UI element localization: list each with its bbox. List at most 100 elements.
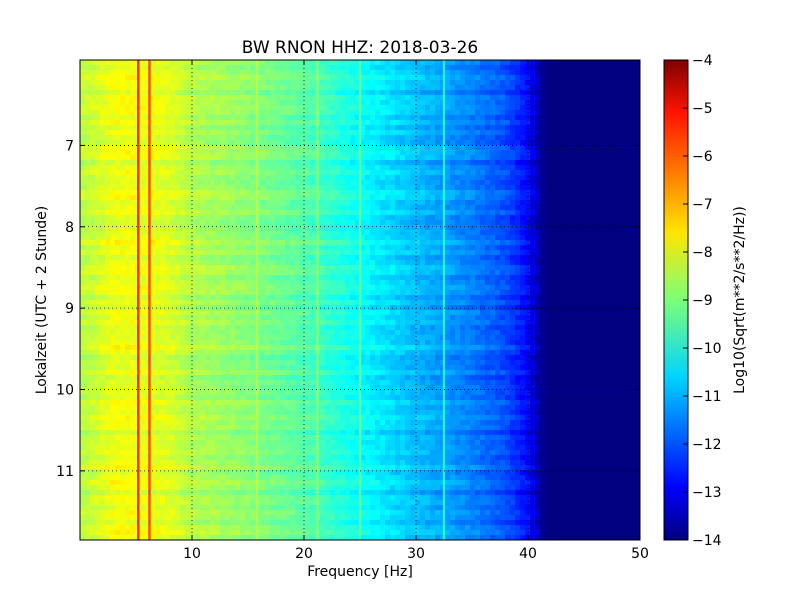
- heatmap-cell: [200, 135, 206, 141]
- heatmap-cell: [395, 250, 401, 256]
- heatmap-cell: [270, 75, 276, 81]
- heatmap-cell: [350, 155, 356, 161]
- heatmap-cell: [295, 95, 301, 101]
- heatmap-cell: [480, 220, 486, 226]
- heatmap-cell: [120, 85, 126, 91]
- heatmap-cell: [205, 280, 211, 286]
- heatmap-cell: [190, 90, 196, 96]
- heatmap-cell: [265, 230, 271, 236]
- heatmap-cell: [380, 140, 386, 146]
- heatmap-cell: [95, 135, 101, 141]
- heatmap-cell: [570, 225, 576, 231]
- heatmap-cell: [220, 175, 226, 181]
- heatmap-cell: [265, 160, 271, 166]
- heatmap-cell: [530, 120, 536, 126]
- heatmap-cell: [600, 85, 606, 91]
- heatmap-cell: [260, 165, 266, 171]
- heatmap-cell: [465, 95, 471, 101]
- heatmap-cell: [300, 215, 306, 221]
- heatmap-cell: [125, 70, 131, 76]
- heatmap-cell: [390, 280, 396, 286]
- heatmap-cell: [235, 125, 241, 131]
- heatmap-cell: [220, 235, 226, 241]
- heatmap-cell: [180, 175, 186, 181]
- heatmap-cell: [180, 75, 186, 81]
- heatmap-cell: [95, 255, 101, 261]
- heatmap-cell: [450, 235, 456, 241]
- heatmap-cell: [585, 180, 591, 186]
- heatmap-cell: [220, 75, 226, 81]
- heatmap-cell: [265, 85, 271, 91]
- heatmap-cell: [405, 130, 411, 136]
- heatmap-cell: [345, 230, 351, 236]
- heatmap-cell: [290, 225, 296, 231]
- heatmap-cell: [355, 75, 361, 81]
- heatmap-cell: [470, 130, 476, 136]
- heatmap-cell: [165, 180, 171, 186]
- heatmap-cell: [250, 140, 256, 146]
- heatmap-cell: [270, 155, 276, 161]
- heatmap-cell: [465, 115, 471, 121]
- heatmap-cell: [90, 180, 96, 186]
- heatmap-cell: [190, 190, 196, 196]
- heatmap-cell: [550, 115, 556, 121]
- heatmap-cell: [430, 90, 436, 96]
- heatmap-cell: [515, 160, 521, 166]
- heatmap-cell: [275, 190, 281, 196]
- heatmap-cell: [195, 110, 201, 116]
- heatmap-cell: [145, 120, 151, 126]
- heatmap-cell: [590, 220, 596, 226]
- heatmap-cell: [530, 180, 536, 186]
- heatmap-cell: [540, 105, 546, 111]
- heatmap-cell: [515, 165, 521, 171]
- heatmap-cell: [380, 90, 386, 96]
- heatmap-cell: [420, 75, 426, 81]
- heatmap-cell: [290, 110, 296, 116]
- heatmap-cell: [555, 225, 561, 231]
- heatmap-cell: [235, 275, 241, 281]
- heatmap-cell: [100, 185, 106, 191]
- heatmap-cell: [235, 225, 241, 231]
- heatmap-cell: [260, 125, 266, 131]
- heatmap-cell: [560, 125, 566, 131]
- heatmap-cell: [360, 110, 366, 116]
- heatmap-cell: [295, 230, 301, 236]
- heatmap-cell: [595, 165, 601, 171]
- heatmap-cell: [490, 105, 496, 111]
- heatmap-cell: [290, 70, 296, 76]
- heatmap-cell: [225, 105, 231, 111]
- heatmap-cell: [495, 130, 501, 136]
- heatmap-cell: [210, 130, 216, 136]
- heatmap-cell: [545, 230, 551, 236]
- heatmap-cell: [140, 185, 146, 191]
- heatmap-cell: [250, 250, 256, 256]
- heatmap-cell: [80, 175, 86, 181]
- heatmap-cell: [90, 255, 96, 261]
- heatmap-cell: [285, 260, 291, 266]
- heatmap-cell: [460, 165, 466, 171]
- heatmap-cell: [385, 200, 391, 206]
- heatmap-cell: [455, 140, 461, 146]
- heatmap-cell: [240, 235, 246, 241]
- heatmap-cell: [475, 250, 481, 256]
- heatmap-cell: [85, 250, 91, 256]
- heatmap-cell: [140, 75, 146, 81]
- heatmap-cell: [190, 70, 196, 76]
- heatmap-cell: [465, 85, 471, 91]
- heatmap-cell: [115, 180, 121, 186]
- heatmap-cell: [520, 220, 526, 226]
- heatmap-cell: [470, 110, 476, 116]
- heatmap-cell: [305, 250, 311, 256]
- heatmap-cell: [435, 135, 441, 141]
- heatmap-cell: [335, 165, 341, 171]
- heatmap-cell: [340, 265, 346, 271]
- heatmap-cell: [305, 180, 311, 186]
- heatmap-cell: [425, 270, 431, 276]
- heatmap-cell: [95, 200, 101, 206]
- heatmap-cell: [470, 240, 476, 246]
- heatmap-cell: [595, 160, 601, 166]
- heatmap-cell: [490, 110, 496, 116]
- heatmap-cell: [330, 245, 336, 251]
- heatmap-cell: [490, 140, 496, 146]
- heatmap-cell: [625, 265, 631, 271]
